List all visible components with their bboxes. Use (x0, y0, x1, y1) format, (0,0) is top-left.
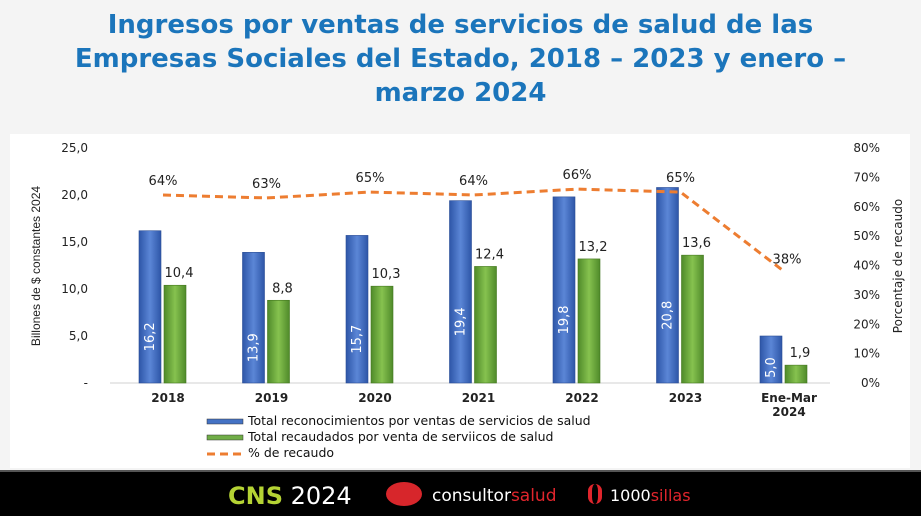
bar-recaudados (474, 266, 497, 384)
bar-label-reconocimientos: 15,7 (350, 325, 365, 354)
x-tick-label: 2022 (565, 391, 598, 405)
bar-reconocimientos (656, 187, 679, 384)
title-line: Empresas Sociales del Estado, 2018 – 202… (74, 44, 847, 74)
line-label-pct: 38% (773, 252, 802, 267)
bar-label-reconocimientos: 20,8 (661, 301, 676, 330)
y-tick-label: 20,0 (61, 188, 88, 202)
bar-reconocimientos (242, 252, 265, 384)
title-line: Ingresos por ventas de servicios de salu… (107, 10, 814, 40)
bar-label-recaudados: 10,4 (165, 266, 194, 281)
legend-label: Total recaudados por venta de serviicos … (247, 429, 553, 444)
y2-tick-label: 70% (853, 170, 880, 184)
footer-banner: CNS 2024 consultorsalud 1000sillas (0, 470, 921, 516)
legend-swatch (206, 418, 244, 425)
y-tick-label: - (84, 376, 88, 390)
x-tick-label: 2023 (669, 391, 702, 405)
bar-label-recaudados: 10,3 (372, 267, 401, 282)
legend-label: % de recaudo (248, 445, 334, 460)
y-tick-label: 15,0 (61, 235, 88, 249)
y2-tick-label: 40% (853, 259, 880, 273)
y2-tick-label: 30% (853, 288, 880, 302)
y-tick-label: 10,0 (61, 282, 88, 296)
line-label-pct: 65% (356, 171, 385, 186)
y2-axis-title: Porcentaje de recaudo (891, 199, 905, 333)
bar-label-recaudados: 12,4 (475, 247, 504, 262)
y2-tick-label: 60% (853, 200, 880, 214)
bar-recaudados (784, 364, 808, 384)
bar-label-recaudados: 8,8 (272, 281, 293, 296)
line-label-pct: 65% (666, 171, 695, 186)
bar-reconocimientos (552, 196, 576, 384)
legend-label: Total reconocimientos por ventas de serv… (247, 413, 591, 428)
x-tick-label: 2021 (462, 391, 495, 405)
line-label-pct: 64% (459, 174, 488, 189)
bar-label-reconocimientos: 19,4 (454, 307, 469, 336)
bar-reconocimientos (345, 235, 369, 384)
x-tick-label: 2018 (151, 391, 184, 405)
y-tick-label: 25,0 (61, 141, 88, 155)
bar-recaudados (163, 284, 187, 384)
x-tick-label: 2024 (772, 405, 805, 419)
1000sillas-logo: 1000sillas (610, 486, 691, 505)
bar-label-reconocimientos: 13,9 (247, 333, 262, 362)
title-line: marzo 2024 (374, 78, 547, 108)
line-label-pct: 64% (149, 174, 178, 189)
y2-tick-label: 50% (853, 229, 880, 243)
x-tick-label: 2020 (358, 391, 391, 405)
line-label-pct: 63% (252, 177, 281, 192)
bar-recaudados (370, 285, 394, 384)
consultorsalud-logo: consultorsalud (432, 486, 557, 506)
bar-reconocimientos (759, 335, 783, 384)
bar-label-recaudados: 13,2 (579, 240, 608, 255)
y2-tick-label: 0% (861, 376, 880, 390)
bar-reconocimientos (138, 230, 162, 384)
bar-label-reconocimientos: 5,0 (764, 357, 779, 378)
1000sillas-logo-icon (588, 484, 602, 504)
bar-reconocimientos (449, 200, 472, 384)
chart-svg: - 5,0 10,0 15,0 20,0 25,0 0% 10% 20% 30% 40% 50% 60%… (29, 141, 905, 460)
line-label-pct: 66% (563, 168, 592, 183)
bar-label-recaudados: 1,9 (790, 346, 811, 361)
bar-label-recaudados: 13,6 (682, 236, 711, 251)
y-tick-label: 5,0 (69, 329, 88, 343)
y2-tick-label: 20% (853, 317, 880, 331)
x-tick-label: Ene-Mar (761, 391, 817, 405)
bar-recaudados (577, 258, 601, 384)
y-axis-title: Billones de $ constantes 2024 (29, 186, 43, 346)
legend-swatch (206, 434, 244, 441)
chart-title: Ingresos por ventas de servicios de salu… (0, 8, 921, 110)
bar-recaudados (681, 254, 704, 384)
x-tick-label: 2019 (255, 391, 288, 405)
cns-logo: CNS 2024 (228, 482, 352, 510)
bar-label-reconocimientos: 16,2 (143, 322, 158, 351)
consultorsalud-logo-icon (386, 482, 422, 506)
y2-tick-label: 80% (853, 141, 880, 155)
bar-label-reconocimientos: 19,8 (557, 305, 572, 334)
bar-recaudados (267, 299, 290, 384)
y2-tick-label: 10% (853, 347, 880, 361)
